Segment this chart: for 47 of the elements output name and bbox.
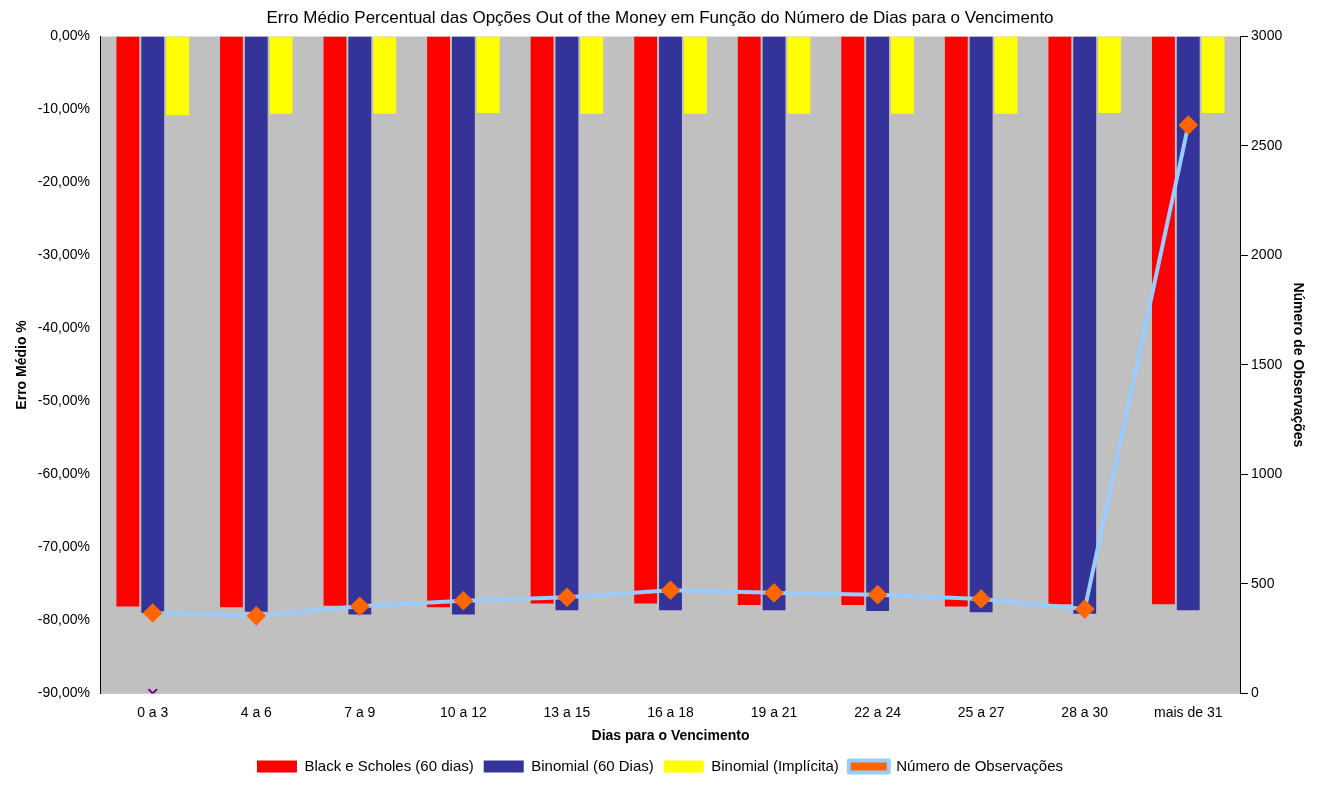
y-tick-label: -20,00% [37, 173, 90, 190]
point [765, 583, 784, 602]
x-tick-label: 7 a 9 [344, 703, 376, 720]
y-tick-label: -40,00% [37, 319, 90, 336]
point [557, 588, 576, 607]
x-axis-title: Dias para o Vencimento [591, 727, 750, 744]
y2-axis-title: Número de Observações [1290, 282, 1307, 448]
y2-tick-label: 2500 [1251, 136, 1283, 153]
point [868, 585, 887, 604]
point [972, 590, 991, 609]
x-tick-label: 16 a 18 [647, 703, 695, 720]
x-tick-label: mais de 31 [1154, 703, 1223, 720]
y2-tick-label: 1000 [1251, 465, 1283, 482]
x-tick-label: 28 a 30 [1061, 703, 1109, 720]
y-axis-title: Erro Médio % [13, 319, 30, 410]
y2-tick-label: 1500 [1251, 355, 1283, 372]
legend-label: Binomial (Implícita) [711, 756, 839, 774]
y-tick-label: -80,00% [37, 611, 90, 628]
x-tick-label: 25 a 27 [957, 703, 1005, 720]
point [350, 597, 369, 616]
y-tick-label: -60,00% [37, 465, 90, 482]
point [1075, 600, 1094, 619]
x-tick-label: 22 a 24 [854, 703, 902, 720]
legend-label: Número de Observações [896, 756, 1064, 774]
point [661, 581, 680, 600]
y-tick-label: -70,00% [37, 538, 90, 555]
y2-tick-label: 0 [1251, 684, 1260, 701]
point [1179, 116, 1198, 135]
legend-label: Black e Scholes (60 dias) [304, 756, 474, 774]
y-tick-label: -50,00% [37, 392, 90, 409]
point [143, 604, 162, 623]
x-tick-label: 13 a 15 [543, 703, 591, 720]
y-tick-label: -30,00% [37, 246, 90, 263]
y-tick-label: -10,00% [37, 100, 90, 117]
y2-tick-label: 500 [1251, 574, 1275, 591]
x-tick-label: 10 a 12 [440, 703, 487, 720]
x-tick-label: 19 a 21 [750, 703, 798, 720]
y2-tick-label: 3000 [1251, 27, 1283, 44]
point [454, 591, 473, 610]
point [247, 606, 266, 625]
y2-tick-label: 2000 [1251, 246, 1283, 263]
x-tick-label: 4 a 6 [240, 703, 273, 720]
x-tick-label: 0 a 3 [137, 703, 169, 720]
y-tick-label: 0,00% [50, 27, 90, 44]
y-tick-label: -90,00% [37, 684, 90, 701]
legend-label: Binomial (60 Dias) [531, 756, 654, 774]
chart-title: Erro Médio Percentual das Opções Out of the Money em Função do Número de Dias para o Vencimento [266, 7, 1054, 27]
